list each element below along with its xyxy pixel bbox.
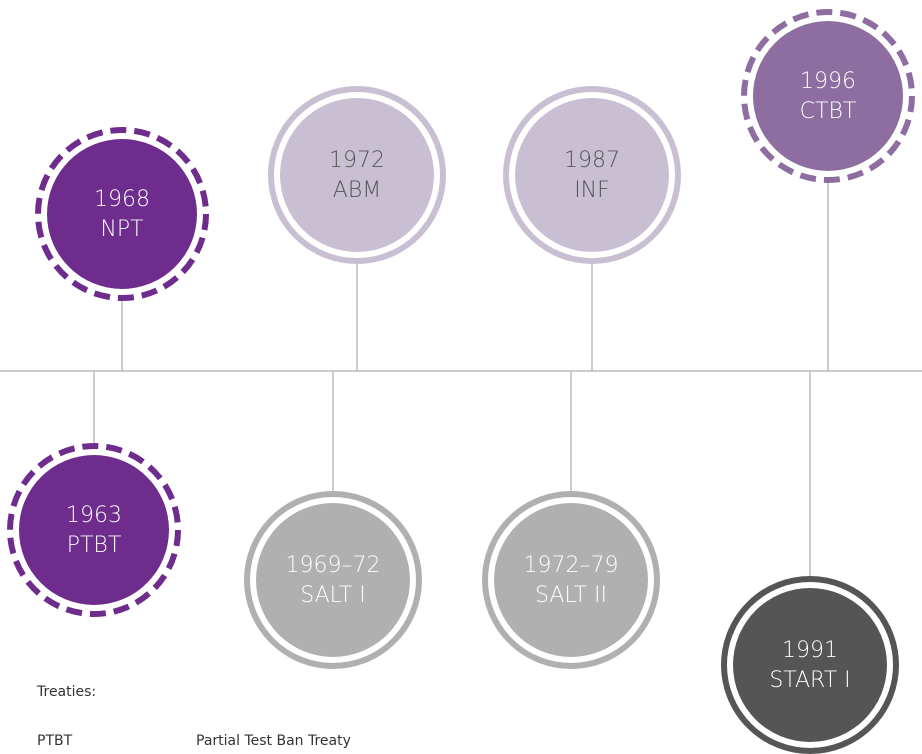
node-year: 1969–72 (286, 553, 381, 578)
node-fill (19, 455, 169, 605)
node-year: 1996 (800, 69, 856, 94)
nodes: 1968 NPT 1972 ABM 1987 INF 1996 CTBT 1963 PTBT 196… (7, 9, 915, 754)
node-label: NPT (100, 217, 143, 242)
node-fill (280, 98, 434, 252)
node-label: PTBT (67, 533, 122, 558)
node-year: 1991 (782, 638, 838, 663)
node-fill (515, 98, 669, 252)
node-label: START I (769, 668, 850, 693)
node-year: 1972–79 (524, 553, 619, 578)
node-year: 1968 (94, 187, 150, 212)
node-fill (733, 588, 887, 742)
legend-title: Treaties: (36, 684, 96, 700)
node-fill (256, 503, 410, 657)
node-label: ABM (333, 178, 381, 203)
node-fill (494, 503, 648, 657)
node-year: 1987 (564, 148, 620, 173)
node-label: CTBT (800, 99, 857, 124)
node-label: SALT II (535, 583, 607, 608)
node-fill (753, 21, 903, 171)
node-year: 1972 (329, 148, 385, 173)
node-fill (47, 139, 197, 289)
node-year: 1963 (66, 503, 122, 528)
legend-name: Partial Test Ban Treaty (196, 733, 351, 749)
node-label: SALT I (300, 583, 366, 608)
legend-abbr: PTBT (37, 733, 73, 749)
node-label: INF (574, 178, 610, 203)
